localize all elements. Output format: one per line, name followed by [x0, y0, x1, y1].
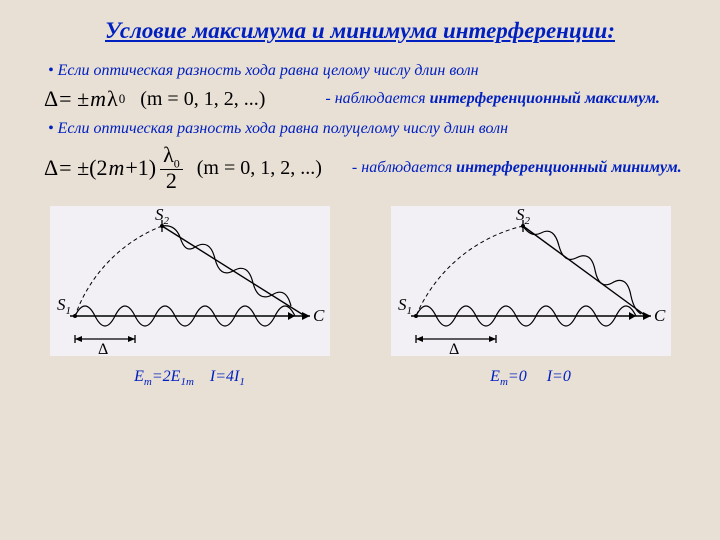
svg-text:C: C	[313, 306, 325, 325]
diagram-min: S1 S2 C Δ Em=0 I=0	[391, 206, 671, 388]
note-max: - наблюдается интерференционный максимум…	[325, 89, 660, 110]
note-min: - наблюдается интерференционный минимум.	[352, 158, 682, 179]
lambda: λ	[107, 86, 118, 112]
den: 2	[163, 170, 180, 192]
formula-min: Δ = ±(2 m +1) λ0 2 (m = 0, 1, 2, ...) - …	[44, 144, 686, 192]
note-min-b: интерференционный минимум.	[456, 159, 681, 176]
svg-text:Δ: Δ	[449, 341, 459, 356]
bullet-max: • Если оптическая разность хода равна це…	[48, 62, 686, 80]
lambda2: λ	[163, 142, 174, 167]
svg-text:C: C	[654, 306, 666, 325]
eq: = ±	[59, 86, 89, 112]
delta2: Δ	[44, 155, 58, 181]
formula-max: Δ = ± m λ0 (m = 0, 1, 2, ...) - наблюдае…	[44, 86, 686, 112]
plus1: +1)	[125, 155, 156, 181]
note-min-a: - наблюдается	[352, 159, 456, 176]
fraction: λ0 2	[160, 144, 183, 192]
m: m	[90, 86, 106, 112]
diagram-max: S1 S2 C Δ Em=2E1m I=4I1	[50, 206, 330, 388]
paren2: (m = 0, 1, 2, ...)	[197, 157, 322, 180]
caption-max: Em=2E1m I=4I1	[134, 368, 245, 388]
bullet-min: • Если оптическая разность хода равна по…	[48, 120, 686, 138]
svg-text:Δ: Δ	[98, 341, 108, 356]
paren: (m = 0, 1, 2, ...)	[140, 88, 265, 111]
m2: m	[108, 155, 124, 181]
page-title: Условие максимума и минимума интерференц…	[34, 18, 686, 44]
sub0: 0	[119, 91, 126, 107]
note-max-a: - наблюдается	[325, 90, 429, 107]
note-max-b: интерференционный максимум.	[430, 90, 660, 107]
eq2: = ±(2	[59, 155, 107, 181]
delta-symbol: Δ	[44, 86, 58, 112]
caption-min: Em=0 I=0	[490, 368, 571, 388]
